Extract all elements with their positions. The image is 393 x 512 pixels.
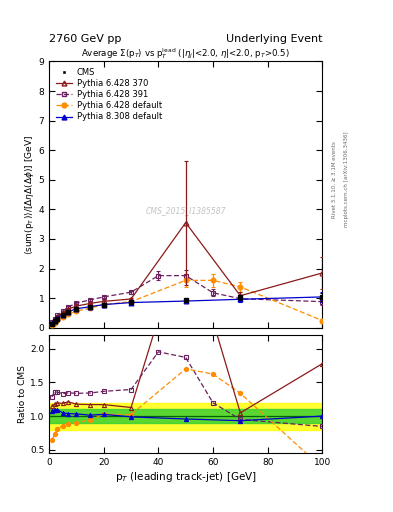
Text: Underlying Event: Underlying Event [226,33,322,44]
Y-axis label: Ratio to CMS: Ratio to CMS [18,365,27,423]
Text: CMS_2015_I1385587: CMS_2015_I1385587 [145,206,226,215]
Text: 2760 GeV pp: 2760 GeV pp [49,33,121,44]
Text: mcplots.cern.ch [arXiv:1306.3436]: mcplots.cern.ch [arXiv:1306.3436] [344,132,349,227]
Text: Rivet 3.1.10, ≥ 3.1M events: Rivet 3.1.10, ≥ 3.1M events [332,141,337,218]
Legend: CMS, Pythia 6.428 370, Pythia 6.428 391, Pythia 6.428 default, Pythia 8.308 defa: CMS, Pythia 6.428 370, Pythia 6.428 391,… [53,66,164,124]
Y-axis label: $\langle$sum(p$_{\rm T}$)$\rangle$/$[\Delta\eta\Delta(\Delta\phi)]$ [GeV]: $\langle$sum(p$_{\rm T}$)$\rangle$/$[\De… [23,135,36,254]
Bar [49,402,322,430]
Bar [49,410,322,423]
Title: Average $\Sigma$(p$_T$) vs p$_T^{\rm lead}$ ($|\eta_j|$<2.0, $\eta|$<2.0, p$_T$>: Average $\Sigma$(p$_T$) vs p$_T^{\rm lea… [81,47,290,61]
X-axis label: p$_T$ (leading track-jet) [GeV]: p$_T$ (leading track-jet) [GeV] [115,470,257,484]
